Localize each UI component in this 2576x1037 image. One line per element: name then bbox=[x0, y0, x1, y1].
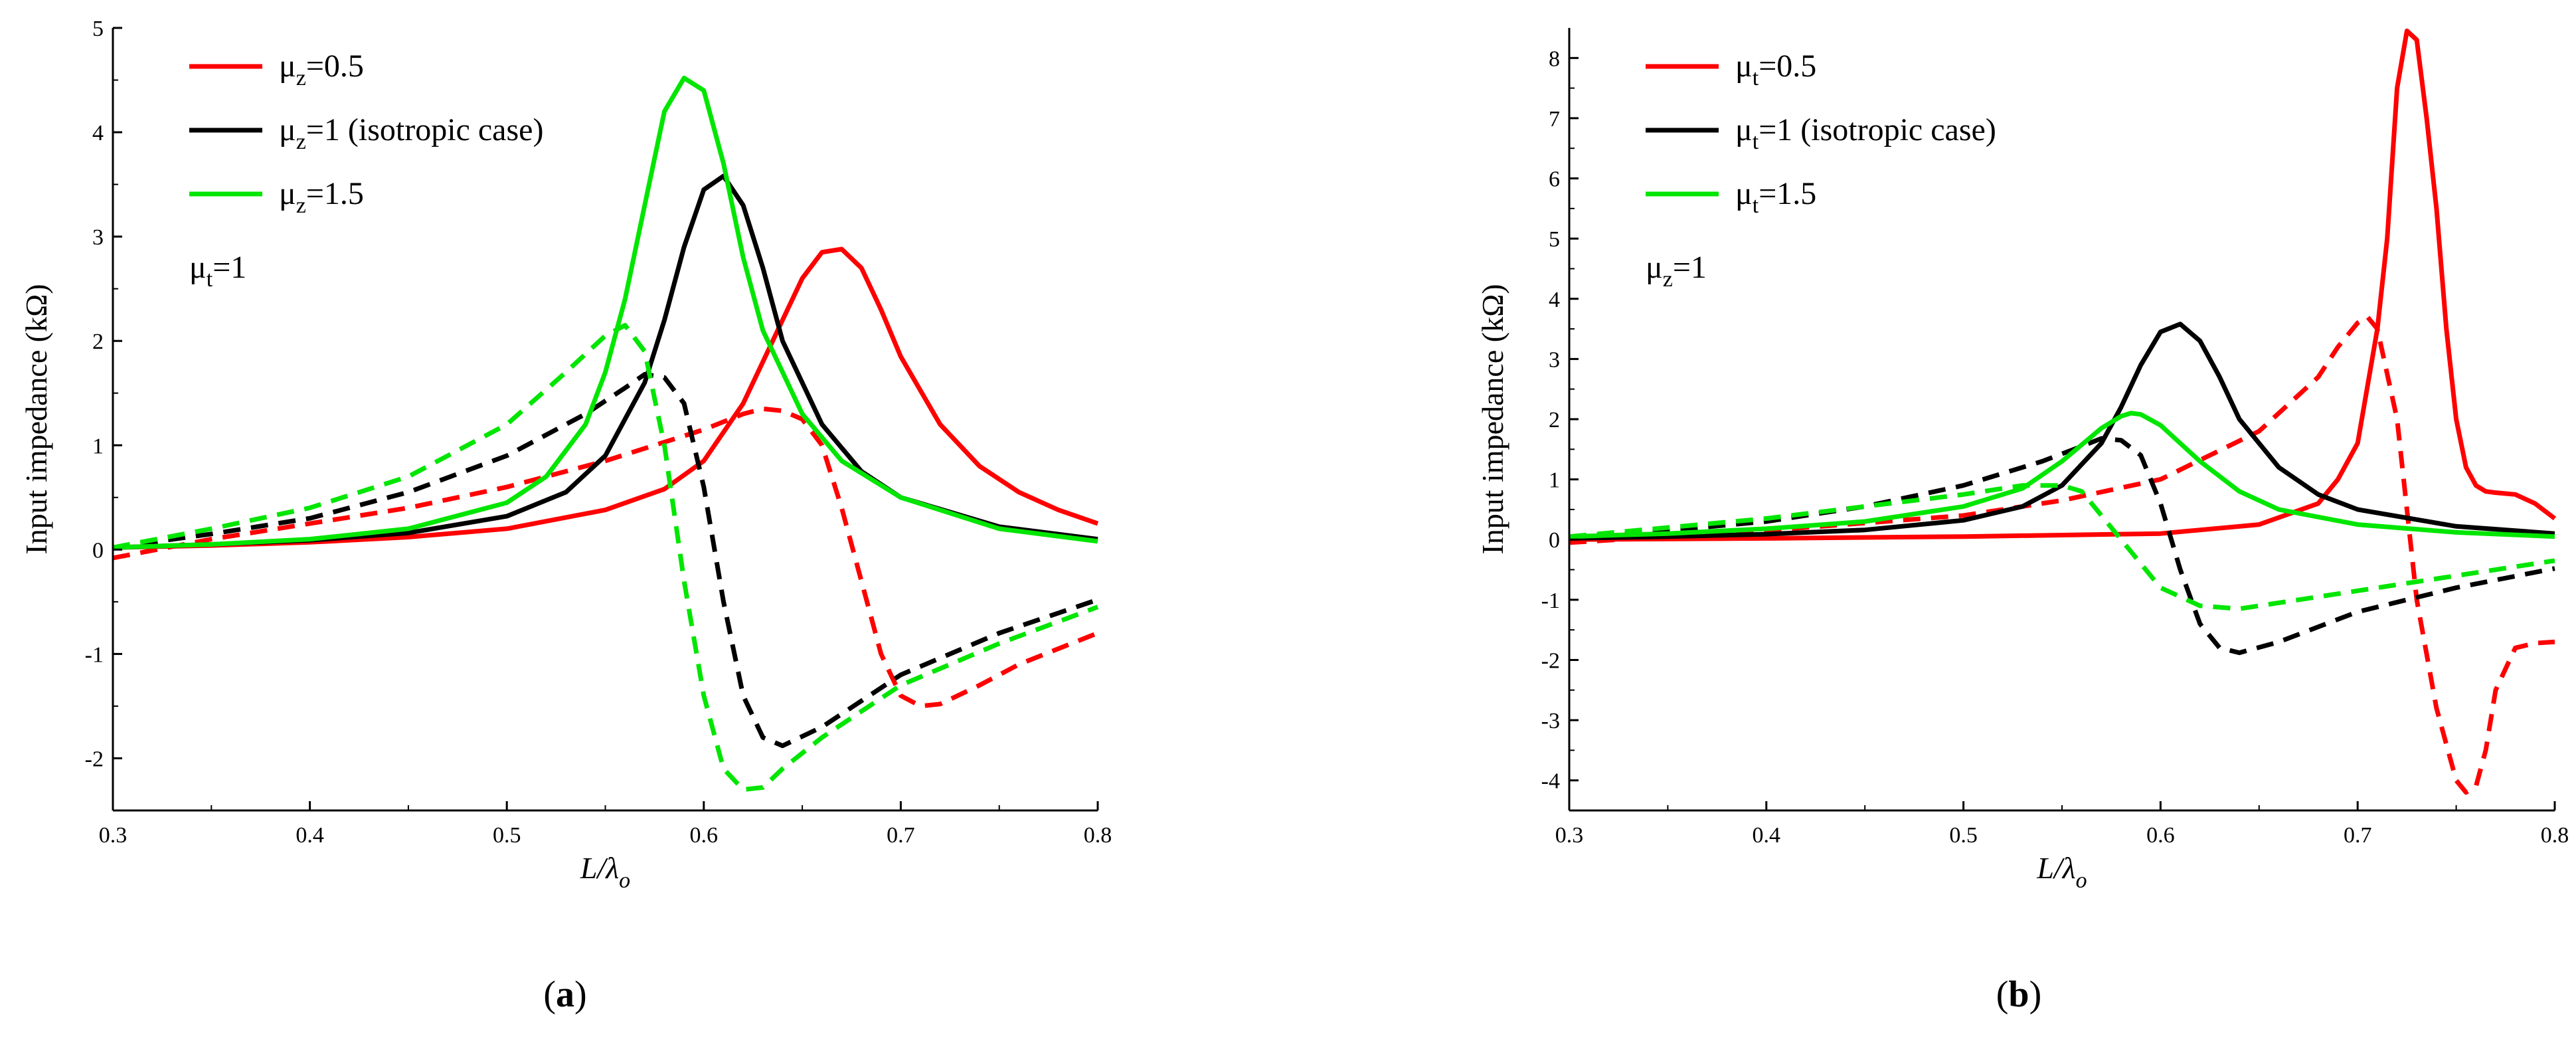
y-tick-label: 1 bbox=[92, 434, 104, 458]
parameter-annotation: μt=1 bbox=[189, 250, 246, 292]
y-tick-label: 5 bbox=[1549, 227, 1560, 252]
x-tick-label: 0.3 bbox=[99, 823, 128, 848]
panel-a: 0.3 0.4 0.5 0.6 0.7 0.8 -2 -1 0 1 2 3 4 5 Input impeda… bbox=[19, 17, 1112, 1015]
series-line-z-0-5-real-solid bbox=[112, 246, 1099, 550]
legend-label: μz=1 (isotropic case) bbox=[279, 112, 543, 154]
series-line-z-1-real-solid bbox=[112, 173, 1098, 550]
series-line-t-0-5-real-solid bbox=[1569, 29, 2557, 542]
y-tick-label: -3 bbox=[1541, 709, 1560, 733]
series-line-z-1-imag-dashed bbox=[112, 372, 1099, 749]
x-tick-label: 0.7 bbox=[2344, 823, 2372, 848]
x-axis-label-base: L/λ bbox=[2036, 851, 2075, 885]
legend-label-rest: =1 (isotropic case) bbox=[306, 112, 544, 147]
legend-label-base: μ bbox=[1735, 48, 1753, 84]
y-tick-label: -1 bbox=[1541, 589, 1560, 613]
parameter-annotation: μz=1 bbox=[1646, 250, 1707, 292]
annotation-subscript: z bbox=[1663, 267, 1673, 292]
legend-label-rest: =0.5 bbox=[1759, 48, 1816, 84]
series-line-z-0-5-imag-dashed bbox=[112, 406, 1099, 709]
legend-label-base: μ bbox=[279, 48, 296, 84]
y-tick-label: -2 bbox=[85, 747, 104, 771]
y-tick-label: -4 bbox=[1541, 769, 1560, 794]
y-tick-label: 3 bbox=[1549, 347, 1560, 372]
y-tick-label: 4 bbox=[92, 121, 104, 145]
panel-caption: (b) bbox=[1996, 974, 2041, 1015]
caption-letter: b bbox=[2008, 974, 2029, 1015]
legend-label-subscript: t bbox=[1753, 66, 1759, 90]
series-line-t-1-5-real-solid bbox=[1569, 411, 2555, 539]
legend-label-subscript: z bbox=[296, 66, 306, 90]
x-tick-label: 0.6 bbox=[690, 823, 719, 848]
legend-label-base: μ bbox=[279, 112, 296, 147]
x-axis-label-base: L/λ bbox=[580, 851, 619, 885]
legend-label: μz=0.5 bbox=[279, 48, 364, 90]
legend-label-subscript: z bbox=[296, 130, 306, 154]
legend-label: μt=1 (isotropic case) bbox=[1735, 112, 1996, 154]
y-tick-label: 0 bbox=[1549, 528, 1560, 553]
y-tick-label: 2 bbox=[92, 330, 104, 354]
series-line-t-0-5-imag-dashed bbox=[1569, 314, 2555, 795]
y-tick-label: 6 bbox=[1549, 167, 1560, 192]
y-axis-label: Input impedance (kΩ) bbox=[19, 284, 53, 554]
y-tick-label: 8 bbox=[1549, 47, 1560, 71]
legend-label: μz=1.5 bbox=[279, 176, 364, 218]
x-tick-label: 0.6 bbox=[2146, 823, 2175, 848]
panel-b: 0.3 0.4 0.5 0.6 0.7 0.8 -4 -3 -2 -1 0 1 2 3 4 5 6 7 8 Input… bbox=[1476, 28, 2569, 1015]
series-line-t-1-imag-dashed bbox=[1569, 436, 2555, 656]
series-line-t-1-5-imag-dashed bbox=[1569, 483, 2555, 611]
y-tick-label: 0 bbox=[92, 538, 104, 563]
annotation-subscript: t bbox=[207, 267, 213, 292]
legend-label-base: μ bbox=[1735, 176, 1753, 211]
y-tick-label: -1 bbox=[85, 642, 104, 667]
y-tick-label: 2 bbox=[1549, 408, 1560, 432]
annotation-rest: =1 bbox=[1673, 250, 1707, 285]
y-tick-label: 4 bbox=[1549, 288, 1560, 312]
x-tick-label: 0.8 bbox=[2541, 823, 2569, 848]
legend-label-subscript: z bbox=[296, 193, 306, 218]
legend-label-subscript: t bbox=[1753, 193, 1759, 218]
x-axis-label: L/λo bbox=[2036, 851, 2087, 893]
legend-label: μt=1.5 bbox=[1735, 176, 1816, 218]
caption-close-paren: ) bbox=[574, 974, 587, 1015]
y-tick-label: 5 bbox=[92, 17, 104, 41]
panel-caption: (a) bbox=[543, 974, 586, 1015]
caption-letter: a bbox=[556, 974, 574, 1015]
x-tick-label: 0.4 bbox=[1753, 823, 1781, 848]
legend-label-rest: =0.5 bbox=[306, 48, 364, 84]
caption-open-paren: ( bbox=[1996, 974, 2009, 1015]
y-tick-label: 1 bbox=[1549, 468, 1560, 493]
annotation-base: μ bbox=[1646, 250, 1663, 285]
annotation-rest: =1 bbox=[213, 250, 246, 285]
caption-open-paren: ( bbox=[543, 974, 556, 1015]
y-tick-label: 7 bbox=[1549, 107, 1560, 132]
series-line-t-1-real-solid bbox=[1569, 322, 2555, 541]
legend-label-rest: =1.5 bbox=[306, 176, 364, 211]
legend-label-base: μ bbox=[1735, 112, 1753, 147]
annotation-base: μ bbox=[189, 250, 207, 285]
legend-label: μt=0.5 bbox=[1735, 48, 1816, 90]
x-axis-label-subscript: o bbox=[619, 868, 630, 893]
x-tick-label: 0.7 bbox=[887, 823, 915, 848]
legend-label-rest: =1.5 bbox=[1759, 176, 1816, 211]
x-axis-label-subscript: o bbox=[2076, 868, 2087, 893]
x-tick-label: 0.3 bbox=[1555, 823, 1584, 848]
y-tick-label: 3 bbox=[92, 225, 104, 250]
legend-label-rest: =1 (isotropic case) bbox=[1759, 112, 1996, 147]
y-axis-label: Input impedance (kΩ) bbox=[1476, 284, 1509, 554]
y-tick-label: -2 bbox=[1541, 648, 1560, 673]
x-axis-label: L/λo bbox=[580, 851, 630, 893]
caption-close-paren: ) bbox=[2029, 974, 2042, 1015]
x-tick-label: 0.4 bbox=[296, 823, 324, 848]
legend-label-base: μ bbox=[279, 176, 296, 211]
x-tick-label: 0.5 bbox=[1949, 823, 1978, 848]
legend-label-subscript: t bbox=[1753, 130, 1759, 154]
series-line-z-1-5-imag-dashed bbox=[112, 323, 1099, 793]
x-tick-label: 0.5 bbox=[493, 823, 521, 848]
series-line-z-1-5-real-solid bbox=[112, 75, 1098, 550]
x-tick-label: 0.8 bbox=[1084, 823, 1112, 848]
